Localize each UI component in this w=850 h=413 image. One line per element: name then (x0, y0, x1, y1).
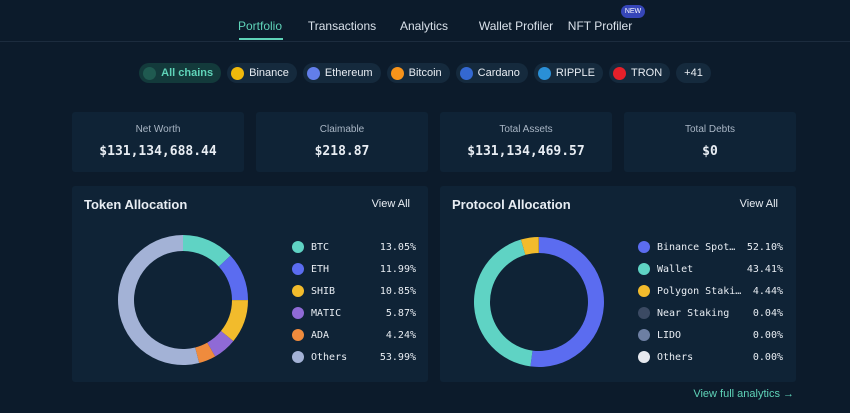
chain-chip[interactable]: Cardano (455, 63, 528, 83)
nav-item[interactable]: Analytics (399, 19, 449, 33)
donut-segment (218, 255, 248, 301)
donut-segment (520, 237, 539, 255)
chain-chip[interactable]: All chains (139, 63, 222, 83)
new-badge: NEW (621, 5, 645, 18)
donut-segment (474, 239, 533, 367)
stat-label: Total Debts (684, 124, 736, 135)
donut-segment (183, 235, 231, 267)
donut-segment (530, 237, 605, 368)
legend-value: 10.85% (380, 286, 416, 297)
legend-label: ADA (311, 330, 329, 341)
legend-label: BTC (311, 242, 329, 253)
legend-value: 4.24% (386, 330, 416, 341)
legend-value: 13.05% (380, 242, 416, 253)
stat-label: Total Assets (499, 124, 553, 135)
view-full-analytics[interactable]: View full analytics → (693, 388, 794, 400)
stat-value: $218.87 (314, 144, 370, 159)
nav-item[interactable]: Wallet Profiler (478, 19, 554, 33)
legend-value: 5.87% (386, 308, 416, 319)
legend-label: Others (657, 352, 693, 363)
legend-label: Wallet (657, 264, 693, 275)
stat-label: Claimable (319, 124, 365, 135)
legend-value: 53.99% (380, 352, 416, 363)
legend-label: MATIC (311, 308, 341, 319)
donut-segment (118, 235, 200, 365)
legend-label: Others (311, 352, 347, 363)
legend-label: ETH (311, 264, 329, 275)
stat-value: $0 (702, 144, 718, 159)
legend-value: 0.04% (753, 308, 783, 319)
stat-value: $131,134,688.44 (99, 144, 217, 159)
chip-label: Binance (249, 67, 289, 79)
view-all[interactable]: View All (371, 198, 410, 210)
active-underline (239, 38, 283, 40)
stat-card: Total Debts $0 (624, 112, 796, 172)
chip-label: Bitcoin (408, 67, 442, 79)
nav-item[interactable]: Transactions (307, 19, 377, 33)
legend-icon (638, 263, 650, 275)
chain-chip[interactable]: RIPPLE (533, 63, 603, 83)
legend-label: SHIB (311, 286, 335, 297)
donut-segment (220, 300, 248, 342)
nav-item[interactable]: Portfolio (237, 19, 283, 33)
legend-icon (292, 241, 304, 253)
chain-filter: All chains Binance Ethereum Bitcoin Card… (0, 63, 850, 83)
chain-chip[interactable]: +41 (676, 63, 711, 83)
legend-icon (292, 285, 304, 297)
nav-item[interactable]: NFT Profiler (567, 19, 633, 33)
legend-icon (292, 307, 304, 319)
chip-label: +41 (684, 67, 703, 79)
legend-icon (638, 329, 650, 341)
chip-label: Cardano (477, 67, 520, 79)
donut-segment (195, 342, 216, 363)
stat-card: Net Worth $131,134,688.44 (72, 112, 244, 172)
chip-label: Ethereum (324, 67, 373, 79)
panel-title: Token Allocation (84, 197, 188, 212)
chain-chip[interactable]: Ethereum (302, 63, 381, 83)
panel-title: Protocol Allocation (452, 197, 571, 212)
stat-value: $131,134,469.57 (467, 144, 585, 159)
chain-chip[interactable]: TRON (608, 63, 671, 83)
legend-value: 0.00% (753, 330, 783, 341)
legend-icon (638, 351, 650, 363)
legend-icon (292, 263, 304, 275)
chain-chip[interactable]: Bitcoin (386, 63, 450, 83)
legend-label: LIDO (657, 330, 681, 341)
legend-value: 52.10% (747, 242, 783, 253)
chip-label: All chains (161, 67, 214, 79)
stat-label: Net Worth (135, 124, 181, 135)
legend-icon (292, 351, 304, 363)
top-nav: Portfolio Transactions Analytics Wallet … (0, 0, 850, 42)
stat-card: Claimable $218.87 (256, 112, 428, 172)
view-all[interactable]: View All (739, 198, 778, 210)
legend-icon (638, 241, 650, 253)
chip-label: TRON (630, 67, 663, 79)
chip-label: RIPPLE (555, 67, 595, 79)
legend-label: Near Staking (657, 308, 729, 319)
legend-label: Binance Spot… (657, 242, 735, 253)
donut-segment (207, 330, 234, 357)
legend-value: 4.44% (753, 286, 783, 297)
legend-value: 0.00% (753, 352, 783, 363)
legend-label: Polygon Staki… (657, 286, 741, 297)
chain-chip[interactable]: Binance (227, 63, 297, 83)
stat-card: Total Assets $131,134,469.57 (440, 112, 612, 172)
legend-icon (292, 329, 304, 341)
legend-icon (638, 285, 650, 297)
legend-value: 43.41% (747, 264, 783, 275)
legend-value: 11.99% (380, 264, 416, 275)
legend-icon (638, 307, 650, 319)
